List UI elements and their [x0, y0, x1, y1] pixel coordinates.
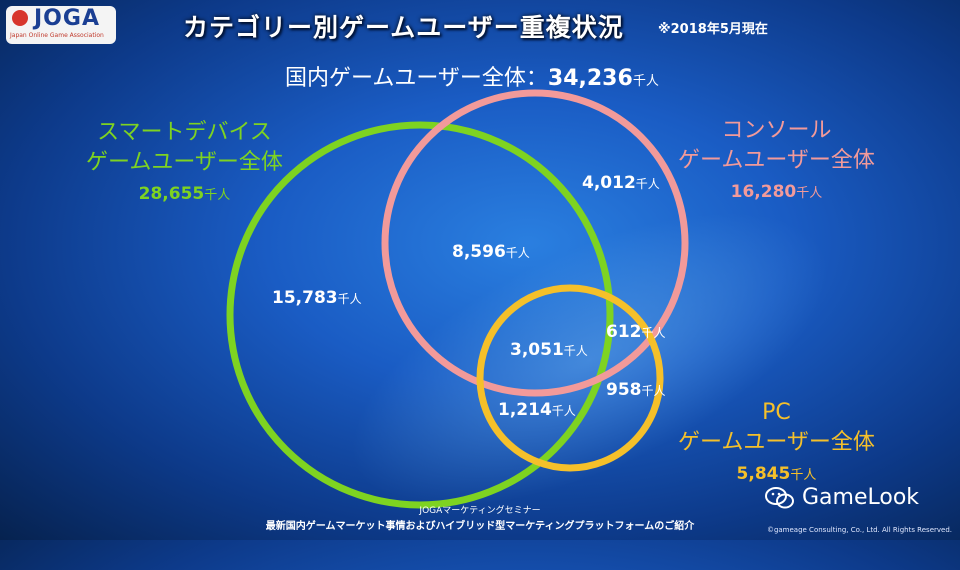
region-smart-pc: 1,214千人 [498, 400, 576, 420]
region-pc-only: 958千人 [606, 380, 666, 400]
region-console-pc: 612千人 [606, 322, 666, 342]
region-pc-only-unit: 千人 [641, 384, 666, 398]
smartdevice-line1: スマートデバイス [97, 120, 272, 145]
pc-line1: PC [762, 400, 791, 425]
region-pc-only-value: 958 [606, 380, 642, 400]
gamelook-text: GameLook [802, 485, 920, 510]
joga-logo: JOGA Japan Online Game Association [6, 6, 116, 44]
total-unit: 千人 [632, 74, 659, 89]
console-line2: ゲームユーザー全体 [678, 148, 875, 173]
footer-subtitle: 最新国内ゲームマーケット事情およびハイブリッド型マーケティングプラットフォームの… [265, 521, 695, 532]
logo-subtitle: Japan Online Game Association [10, 32, 104, 39]
region-all-three-value: 3,051 [510, 340, 564, 360]
console-label: コンソール ゲームユーザー全体 16,280千人 [678, 116, 875, 209]
console-value: 16,280 [730, 182, 797, 202]
pc-label: PC ゲームユーザー全体 5,845千人 [678, 398, 875, 491]
region-all-three-unit: 千人 [563, 344, 588, 358]
region-smart-pc-value: 1,214 [498, 400, 552, 420]
pc-line2: ゲームユーザー全体 [678, 430, 875, 455]
region-smart-only-value: 15,783 [272, 288, 338, 308]
wechat-icon [765, 487, 794, 509]
smartdevice-line2: ゲームユーザー全体 [86, 150, 283, 175]
console-line1: コンソール [721, 118, 832, 143]
region-console-pc-value: 612 [606, 322, 642, 342]
smartdevice-unit: 千人 [204, 188, 231, 203]
total-label: 国内ゲームユーザー全体： [285, 66, 548, 91]
console-unit: 千人 [796, 186, 823, 201]
total-users: 国内ゲームユーザー全体：34,236千人 [285, 60, 659, 92]
region-all-three: 3,051千人 [510, 340, 588, 360]
region-console-pc-unit: 千人 [641, 326, 666, 340]
region-smart-pc-unit: 千人 [551, 404, 576, 418]
smartdevice-circle [226, 121, 614, 509]
pc-circle [476, 284, 664, 472]
region-smart-console-unit: 千人 [505, 246, 530, 260]
venn-diagram [226, 89, 689, 509]
region-console-only-value: 4,012 [582, 173, 636, 193]
smartdevice-value: 28,655 [138, 184, 205, 204]
gamelook-watermark: GameLook [765, 485, 919, 510]
region-smart-console-value: 8,596 [452, 242, 506, 262]
logo-name: JOGA [34, 6, 100, 31]
copyright: ©gameage Consulting, Co., Ltd. All Right… [766, 526, 952, 534]
region-smart-console: 8,596千人 [452, 242, 530, 262]
region-smart-only: 15,783千人 [272, 288, 362, 308]
page-title: カテゴリー別ゲームユーザー重複状況 [183, 13, 624, 42]
smartdevice-label: スマートデバイス ゲームユーザー全体 28,655千人 [86, 118, 283, 211]
pc-value: 5,845 [736, 464, 791, 484]
region-smart-only-unit: 千人 [337, 292, 362, 306]
region-console-only-unit: 千人 [635, 177, 660, 191]
console-circle [381, 89, 689, 397]
footer-seminar: JOGAマーケティングセミナー [419, 506, 541, 516]
region-console-only: 4,012千人 [582, 173, 660, 193]
pc-unit: 千人 [790, 468, 817, 483]
total-value: 34,236 [547, 66, 633, 91]
logo-mark-icon [12, 10, 28, 26]
as-of-date: ※2018年5月現在 [658, 22, 768, 37]
